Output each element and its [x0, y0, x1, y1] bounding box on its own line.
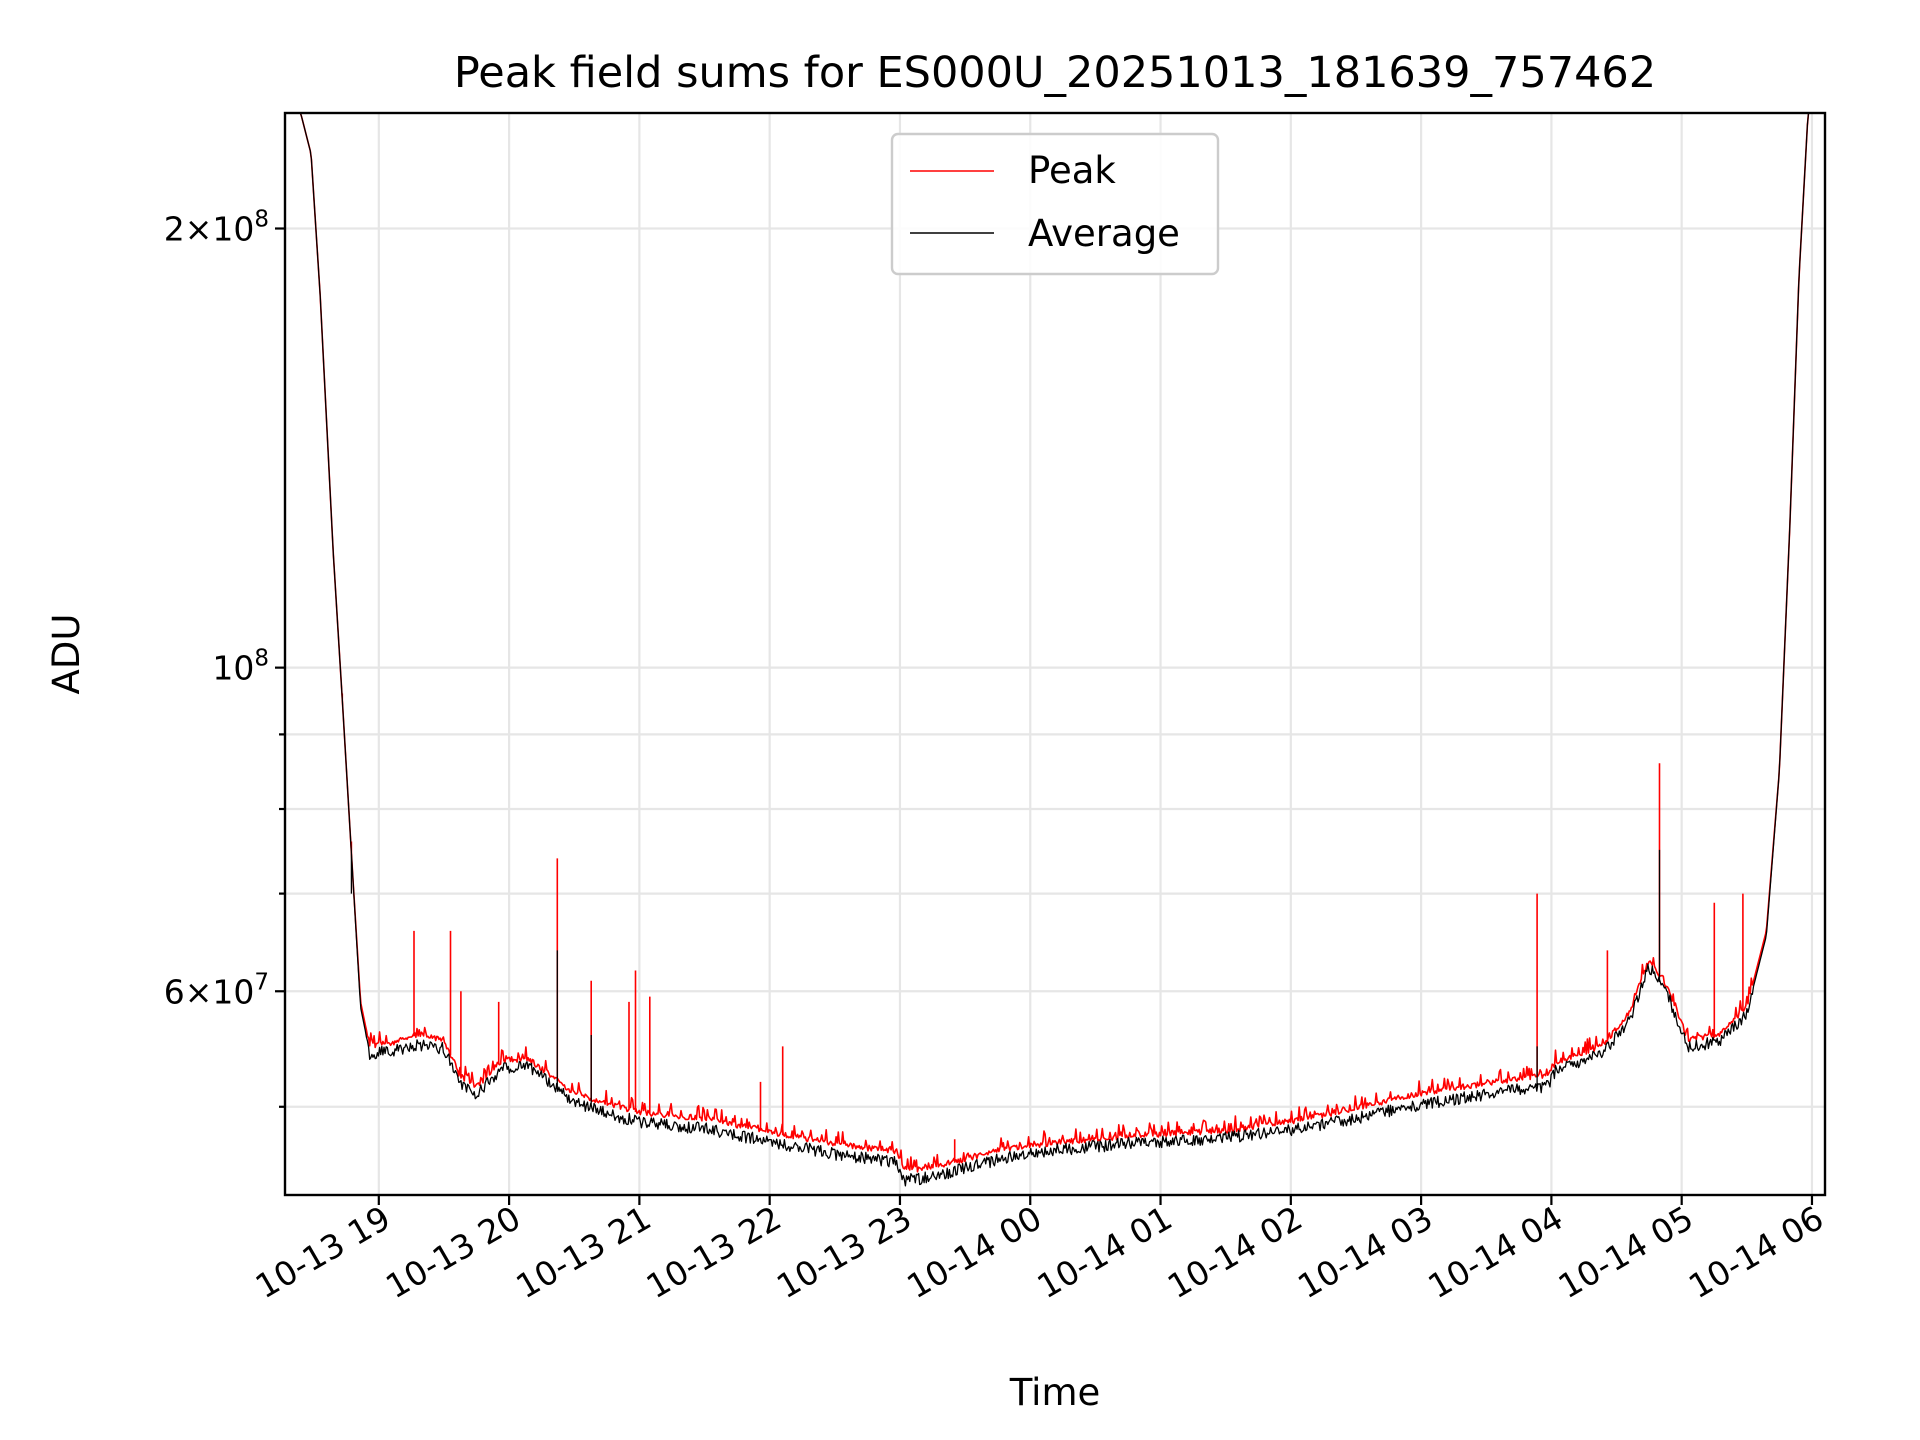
series-average-line — [285, 112, 1825, 1187]
legend: Peak Average — [890, 132, 1220, 276]
legend-label-average: Average — [1028, 212, 1180, 255]
series-layer — [285, 112, 1825, 1187]
chart-title: Peak field sums for ES000U_20251013_1816… — [454, 48, 1656, 98]
y-tick-label: 108 — [212, 646, 269, 688]
y-axis-label: ADU — [45, 614, 88, 695]
y-tick-label: 6×107 — [164, 969, 269, 1011]
y-tick-label: 2×108 — [164, 207, 269, 249]
grid — [285, 113, 1825, 1195]
legend-label-peak: Peak — [1028, 149, 1116, 192]
x-axis-label: Time — [1009, 1371, 1101, 1414]
y-axis-ticks: 6×107 108 2×108 — [164, 207, 285, 1108]
axes-frame — [283, 111, 1827, 1197]
legend-box — [890, 132, 1220, 276]
